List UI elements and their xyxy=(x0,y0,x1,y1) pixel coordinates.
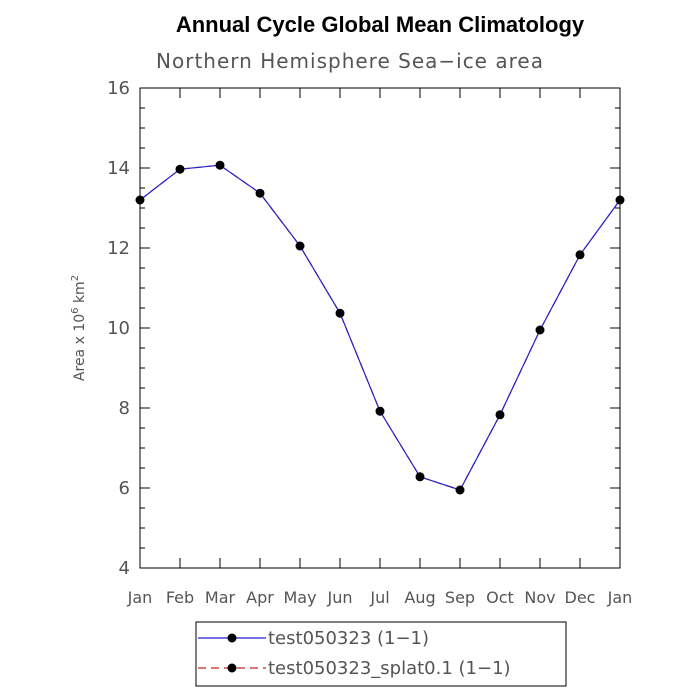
y-tick-label: 14 xyxy=(107,158,130,179)
y-axis-tick-labels: 4 6 8 10 12 14 16 xyxy=(107,78,130,579)
legend-marker xyxy=(227,663,237,673)
y-axis-label-exponent: 6 xyxy=(70,307,81,313)
data-point-marker xyxy=(455,485,465,495)
plot-frame xyxy=(139,87,621,569)
legend-label: test050323_splat0.1 (1−1) xyxy=(268,658,511,679)
data-point-marker xyxy=(575,250,585,260)
x-tick-label: May xyxy=(283,588,316,607)
y-axis-label-unit-exponent: 2 xyxy=(70,275,81,281)
data-point-marker xyxy=(175,164,185,174)
legend-items: test050323 (1−1) test050323_splat0.1 (1−1… xyxy=(198,628,511,679)
series-line xyxy=(139,164,621,491)
y-axis-label-text: Area x 10 xyxy=(72,314,88,381)
x-tick-label: Jul xyxy=(369,588,389,607)
x-tick-label: Oct xyxy=(486,588,514,607)
y-tick-label: 6 xyxy=(119,478,130,499)
x-tick-label: Jan xyxy=(607,588,633,607)
data-point-marker xyxy=(135,195,145,205)
data-point-marker xyxy=(375,406,385,416)
data-point-marker xyxy=(495,410,505,420)
y-tick-label: 4 xyxy=(119,558,130,579)
x-tick-label: Mar xyxy=(205,588,236,607)
y-tick-label: 12 xyxy=(107,238,130,259)
data-point-marker xyxy=(535,325,545,335)
chart-title: Annual Cycle Global Mean Climatology xyxy=(176,12,585,37)
data-point-marker xyxy=(335,308,345,318)
y-tick-label: 10 xyxy=(107,318,130,339)
series-layer xyxy=(135,160,625,495)
data-point-marker xyxy=(415,472,425,482)
data-point-marker xyxy=(615,195,625,205)
x-tick-label: Jan xyxy=(127,588,153,607)
x-tick-label: Apr xyxy=(246,588,274,607)
legend-marker xyxy=(227,633,237,643)
y-axis-label-unit: km xyxy=(72,281,88,307)
x-tick-label: Jun xyxy=(327,588,353,607)
legend-label: test050323 (1−1) xyxy=(268,628,429,649)
y-tick-label: 8 xyxy=(119,398,130,419)
data-point-marker xyxy=(295,241,305,251)
y-axis-label: Area x 106 km2 xyxy=(70,275,88,381)
legend: test050323 (1−1) test050323_splat0.1 (1−1… xyxy=(195,621,567,687)
x-tick-label: Dec xyxy=(565,588,596,607)
chart-subtitle: Northern Hemisphere Sea−ice area xyxy=(156,49,544,73)
legend-box xyxy=(195,621,567,687)
axis-ticks xyxy=(139,87,621,569)
data-point-marker xyxy=(215,160,225,170)
x-axis-tick-labels: Jan Feb Mar Apr May Jun Jul Aug Sep Oct Nov Dec Jan xyxy=(127,588,633,607)
x-tick-label: Feb xyxy=(166,588,194,607)
x-tick-label: Aug xyxy=(404,588,435,607)
data-point-marker xyxy=(255,188,265,198)
y-tick-label: 16 xyxy=(107,78,130,99)
x-tick-label: Sep xyxy=(445,588,475,607)
x-tick-label: Nov xyxy=(524,588,555,607)
series-line xyxy=(139,164,621,491)
